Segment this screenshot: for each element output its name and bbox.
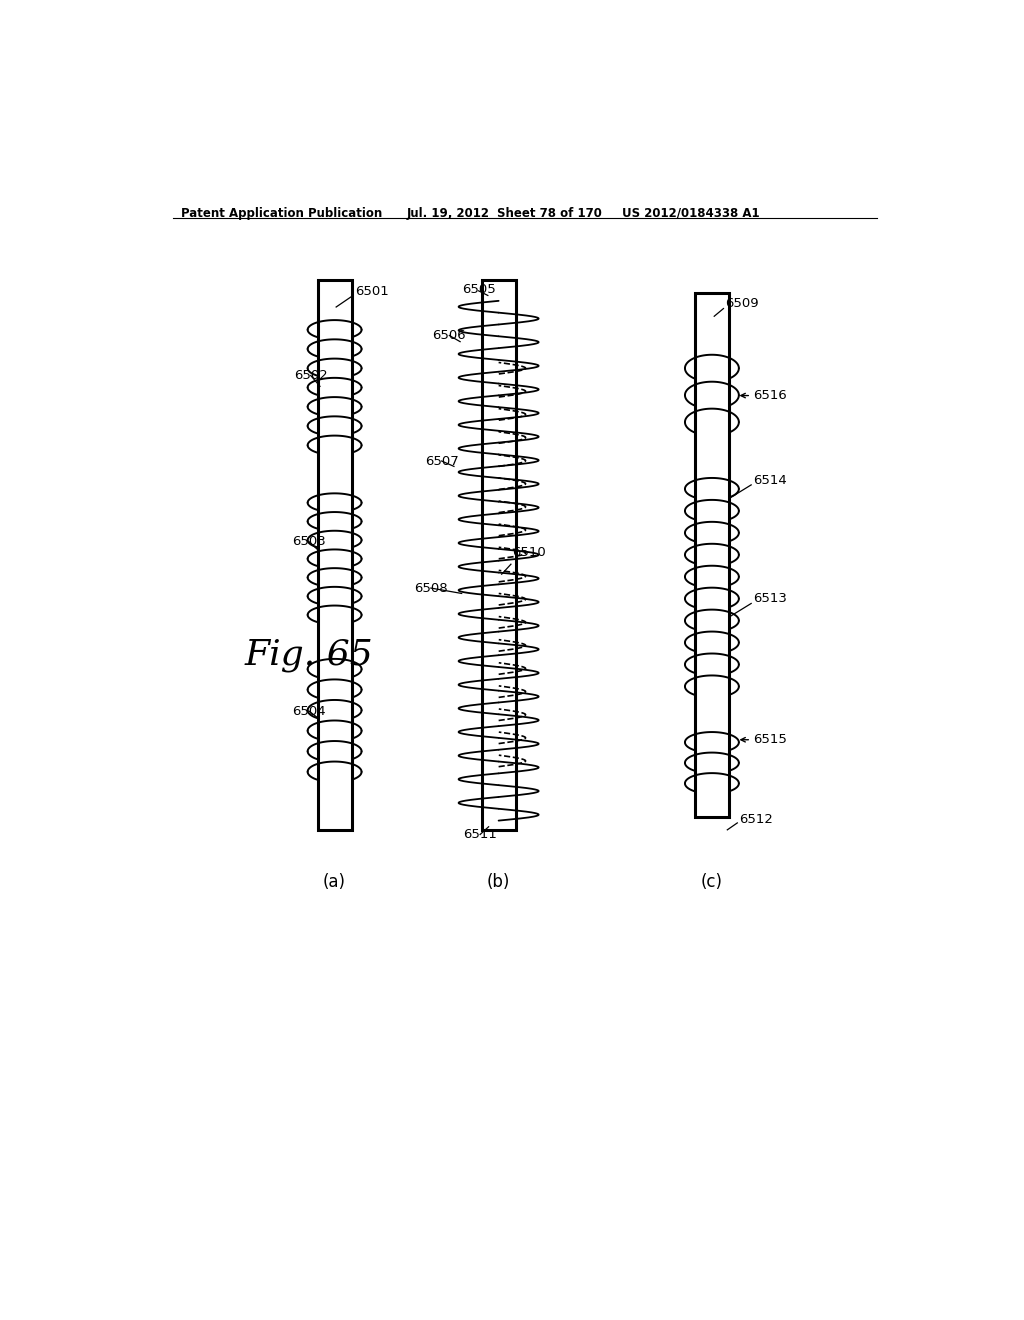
Text: Sheet 78 of 170: Sheet 78 of 170 [497,207,602,220]
Text: 6507: 6507 [425,454,459,467]
Text: (a): (a) [324,874,346,891]
Text: 6504: 6504 [292,705,326,718]
Text: 6505: 6505 [462,282,496,296]
Text: 6515: 6515 [753,733,786,746]
Text: 6510: 6510 [512,546,546,560]
Text: 6502: 6502 [294,370,328,381]
Text: 6511: 6511 [463,828,497,841]
Bar [695,293,729,817]
Text: 6506: 6506 [432,329,466,342]
Text: 6516: 6516 [753,389,786,403]
Bar [317,280,351,830]
Text: Patent Application Publication: Patent Application Publication [180,207,382,220]
Text: 6508: 6508 [414,582,447,594]
Text: 6513: 6513 [753,593,786,606]
Text: Jul. 19, 2012: Jul. 19, 2012 [407,207,489,220]
Text: (b): (b) [487,874,510,891]
Text: US 2012/0184338 A1: US 2012/0184338 A1 [622,207,760,220]
Bar [481,280,515,830]
Text: Fig. 65: Fig. 65 [245,638,374,672]
Text: 6514: 6514 [753,474,786,487]
Text: (c): (c) [700,874,723,891]
Text: 6509: 6509 [725,297,759,310]
Text: 6503: 6503 [292,536,326,548]
Text: 6501: 6501 [355,285,389,298]
Text: 6512: 6512 [739,813,773,825]
